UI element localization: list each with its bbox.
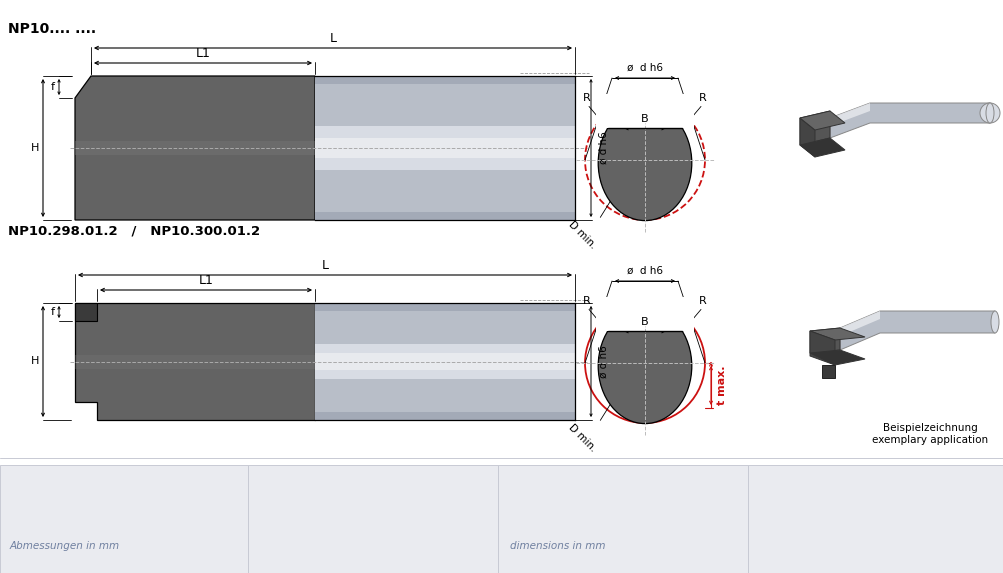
Text: dimensions in mm: dimensions in mm — [510, 541, 605, 551]
Polygon shape — [840, 311, 994, 350]
Bar — [596, 94, 693, 128]
Polygon shape — [809, 328, 840, 353]
Text: R: R — [698, 296, 706, 307]
Ellipse shape — [598, 308, 691, 423]
Text: B: B — [641, 115, 648, 124]
Text: NP10.... ....: NP10.... .... — [8, 22, 96, 36]
Polygon shape — [809, 328, 865, 340]
Bar — [315, 138, 575, 158]
Text: NP10.298.01.2   /   NP10.300.01.2: NP10.298.01.2 / NP10.300.01.2 — [8, 225, 260, 238]
Bar — [315, 76, 575, 84]
Bar — [315, 127, 575, 170]
Polygon shape — [799, 138, 845, 157]
Text: t max.: t max. — [716, 366, 726, 405]
Text: Abmessungen in mm: Abmessungen in mm — [10, 541, 120, 551]
Text: L: L — [321, 259, 328, 272]
Bar — [315, 303, 575, 420]
Text: H: H — [31, 356, 39, 367]
Polygon shape — [799, 118, 814, 157]
Ellipse shape — [990, 311, 998, 333]
Text: D min.: D min. — [567, 422, 598, 454]
Polygon shape — [75, 303, 315, 420]
Text: B: B — [641, 317, 648, 327]
Polygon shape — [75, 303, 97, 321]
Text: Beispielzeichnung: Beispielzeichnung — [882, 423, 976, 433]
Text: f: f — [51, 82, 55, 92]
Text: R: R — [583, 296, 591, 307]
Ellipse shape — [598, 105, 691, 221]
Ellipse shape — [985, 103, 993, 123]
Bar — [248, 465, 497, 573]
Text: ø d h6: ø d h6 — [599, 345, 609, 378]
Bar — [315, 354, 575, 370]
Text: L: L — [329, 32, 336, 45]
Bar — [315, 212, 575, 220]
Polygon shape — [799, 111, 829, 145]
Bar — [747, 465, 1003, 573]
Text: L1: L1 — [199, 274, 214, 287]
Polygon shape — [829, 103, 870, 126]
Text: D min.: D min. — [567, 219, 598, 251]
Text: H: H — [31, 143, 39, 153]
Bar — [315, 76, 575, 220]
Text: ø  d h6: ø d h6 — [627, 63, 662, 73]
Text: f: f — [51, 307, 55, 317]
Bar — [315, 344, 575, 379]
Bar — [315, 412, 575, 420]
Text: R: R — [698, 93, 706, 104]
Bar — [0, 465, 248, 573]
Polygon shape — [809, 350, 865, 365]
Polygon shape — [829, 103, 989, 138]
Bar — [75, 141, 315, 155]
Bar — [75, 355, 315, 368]
Text: L1: L1 — [196, 47, 211, 60]
Polygon shape — [799, 111, 845, 130]
Polygon shape — [840, 311, 879, 336]
Text: ø d h6: ø d h6 — [599, 132, 609, 164]
Bar — [497, 465, 747, 573]
Polygon shape — [75, 76, 315, 220]
Polygon shape — [821, 365, 834, 378]
Text: ø  d h6: ø d h6 — [627, 266, 662, 276]
Text: R: R — [583, 93, 591, 104]
Text: exemplary application: exemplary application — [871, 435, 987, 445]
Polygon shape — [809, 331, 834, 365]
Bar — [315, 303, 575, 311]
Circle shape — [979, 103, 999, 123]
Bar — [596, 297, 693, 331]
